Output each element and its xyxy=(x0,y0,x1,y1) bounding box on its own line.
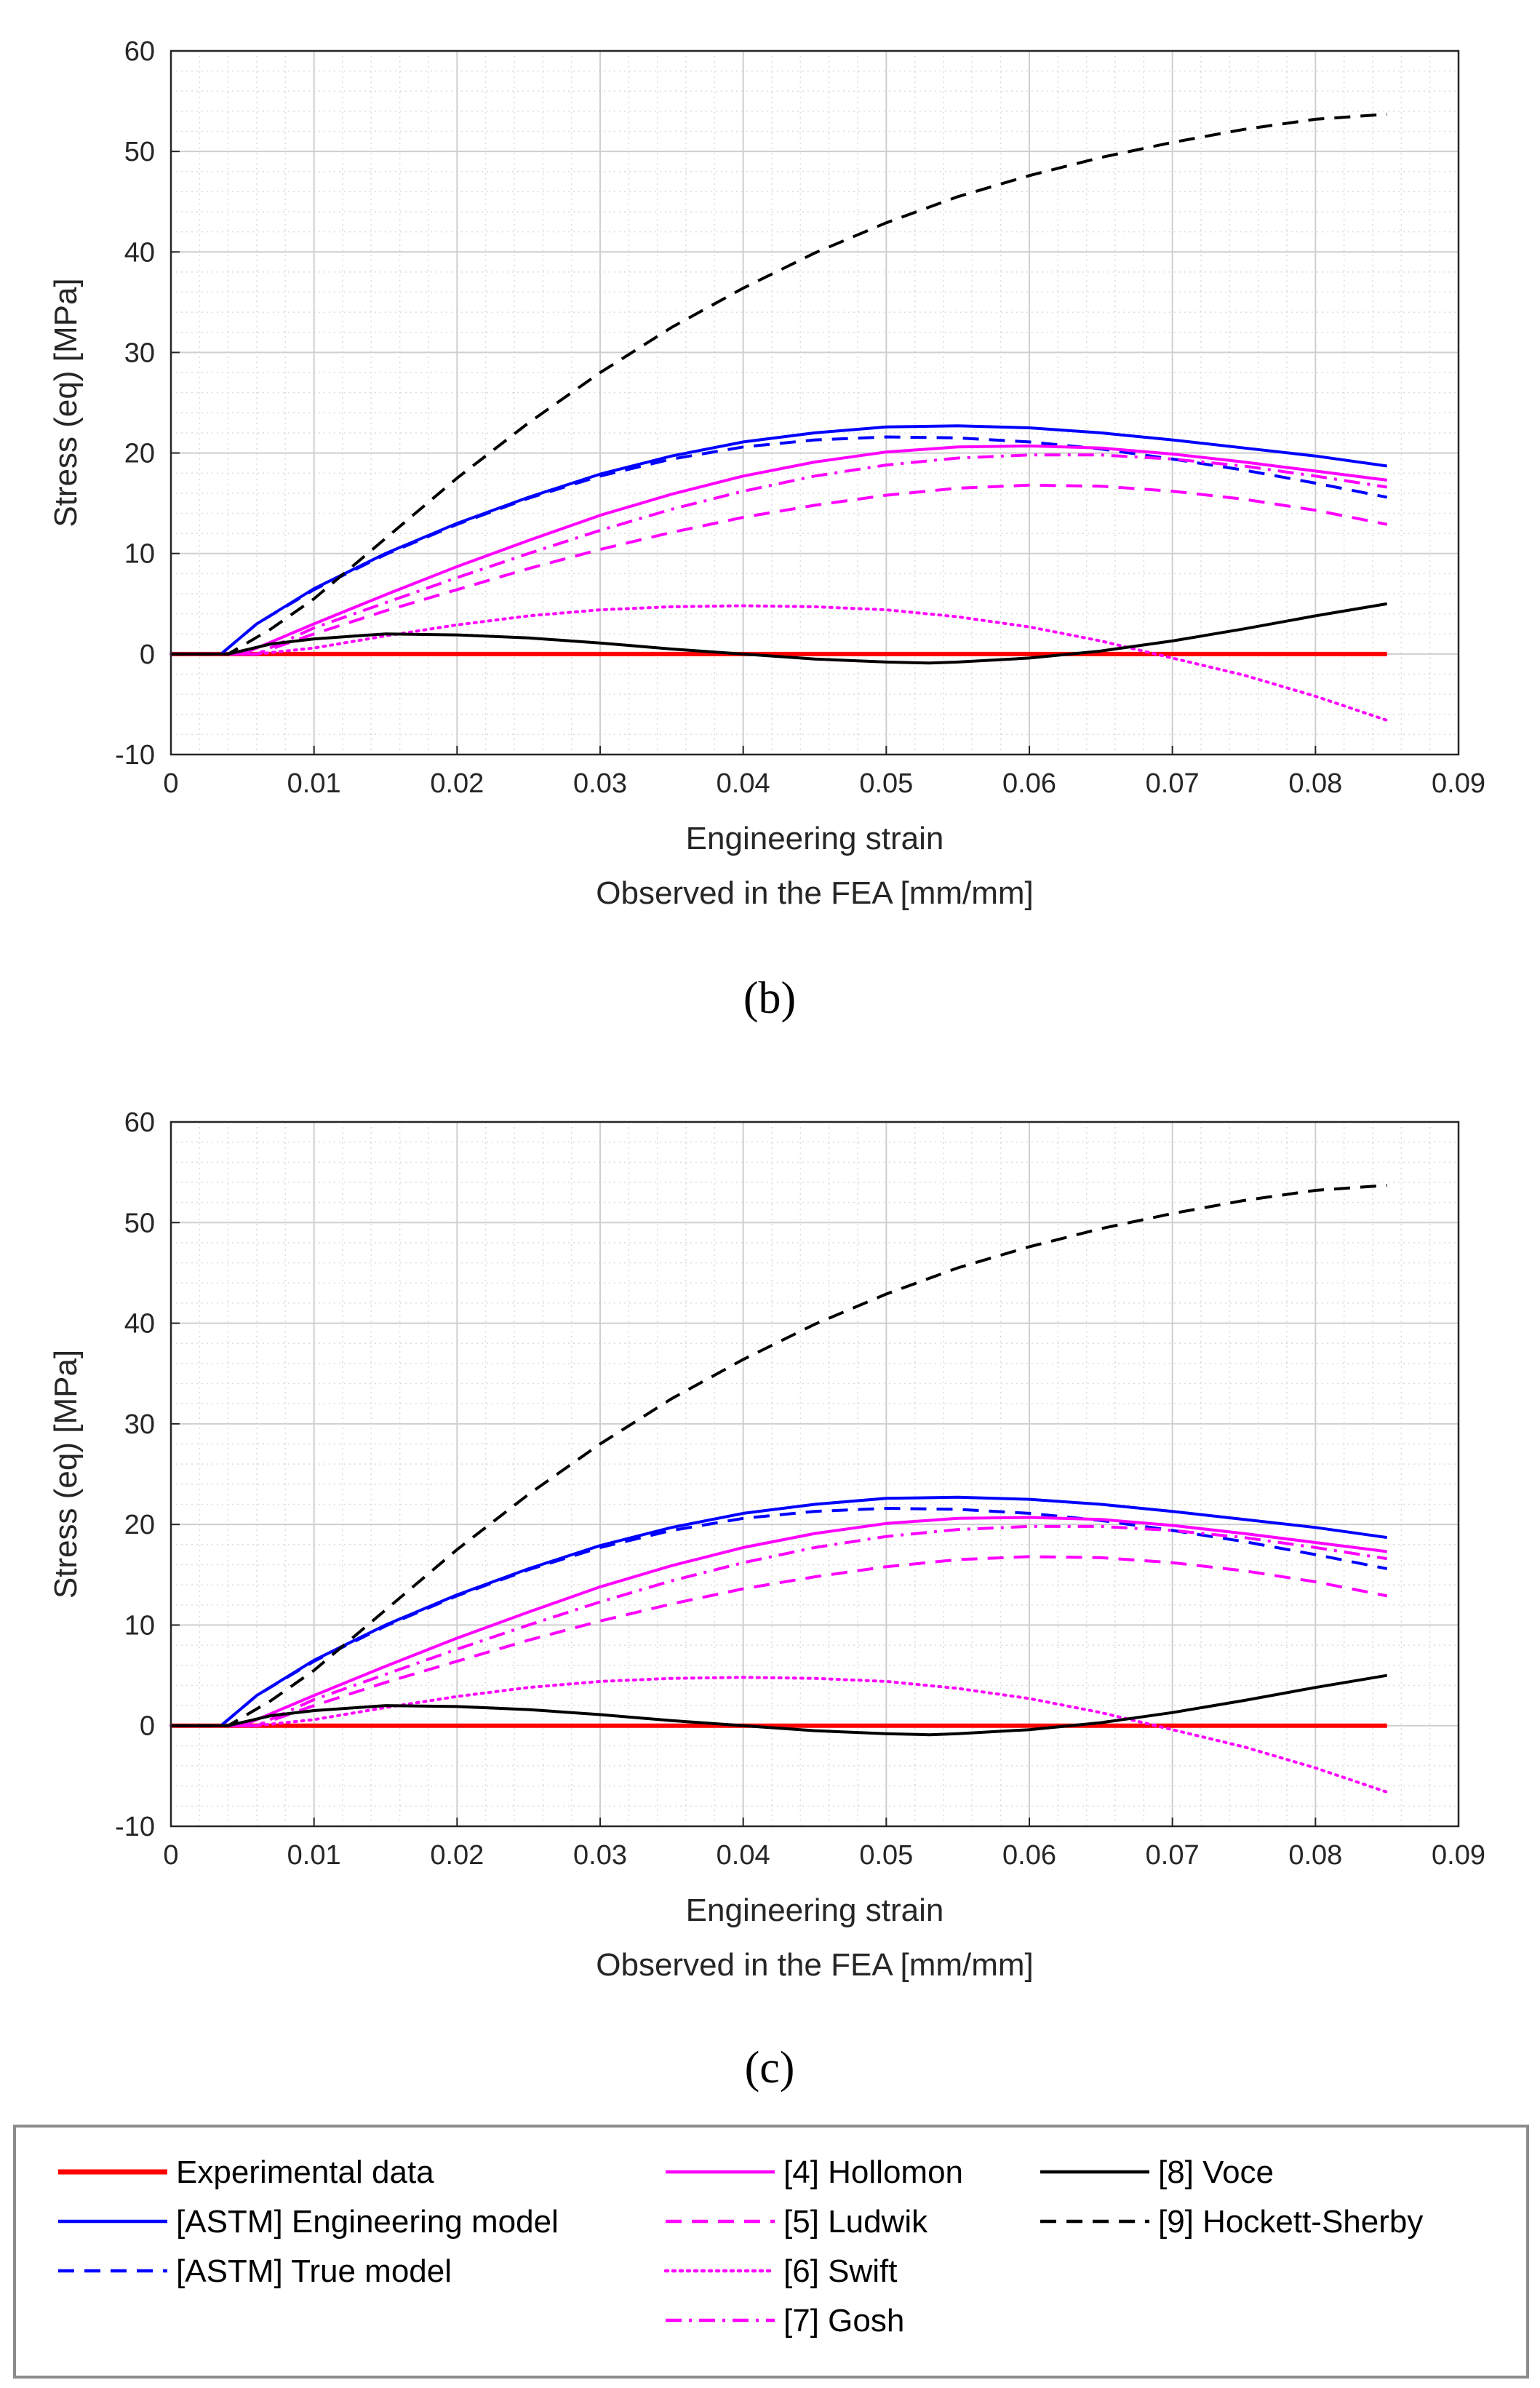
y-tick-label: 20 xyxy=(124,1510,155,1540)
series-line-5-ludwik xyxy=(171,1555,1388,1727)
axes-frame xyxy=(169,1121,1460,1828)
legend-item-8-voce: [8] Voce xyxy=(1040,2154,1274,2190)
y-tick-label: 10 xyxy=(124,1610,155,1641)
y-axis-label: Stress (eq) [MPa] xyxy=(48,278,84,527)
legend-label: [9] Hockett-Sherby xyxy=(1158,2204,1423,2240)
series-line-7-gosh xyxy=(171,1524,1388,1727)
x-tick-label: 0.02 xyxy=(430,768,484,799)
x-tick-label: 0.01 xyxy=(287,768,341,799)
legend-item-6-swift: [6] Swift xyxy=(663,2253,898,2289)
panel-label-c: (c) xyxy=(745,2043,795,2093)
x-tick-label: 0.05 xyxy=(859,768,913,799)
series-line-4-hollomon xyxy=(171,444,1387,656)
plot-area xyxy=(171,1122,1459,1826)
series-line-6-swift xyxy=(169,604,1389,722)
x-tick-label: 0.08 xyxy=(1288,768,1342,799)
axes-frame xyxy=(169,49,1460,756)
y-tick-label: 60 xyxy=(124,1107,155,1138)
y-tick-label: 50 xyxy=(124,137,155,167)
x-tick-label: 0.06 xyxy=(1002,1840,1056,1871)
y-tick-label: -10 xyxy=(115,1812,155,1842)
x-tick-label: 0.03 xyxy=(573,1840,627,1871)
y-tick-label: 60 xyxy=(124,36,155,67)
legend-label: Experimental data xyxy=(176,2154,434,2190)
legend-label: [ASTM] Engineering model xyxy=(176,2204,559,2240)
y-tick-label: 50 xyxy=(124,1208,155,1238)
y-axis-label: Stress (eq) [MPa] xyxy=(48,1350,84,1599)
series-line-4-hollomon xyxy=(171,1516,1387,1727)
y-tick-label: 0 xyxy=(140,1711,155,1742)
x-tick-label: 0.07 xyxy=(1146,768,1200,799)
legend-label: [7] Gosh xyxy=(783,2303,904,2339)
legend-item-5-ludwik: [5] Ludwik xyxy=(666,2204,928,2240)
panel-label-b: (b) xyxy=(743,974,796,1023)
series-group xyxy=(169,113,1389,722)
x-tick-label: 0.01 xyxy=(287,1840,341,1871)
legend-label: [6] Swift xyxy=(783,2253,898,2289)
x-tick-label: 0.07 xyxy=(1146,1840,1200,1871)
plot-area xyxy=(171,51,1459,755)
legend-item-7-gosh: [7] Gosh xyxy=(666,2303,904,2339)
y-tick-label: 40 xyxy=(124,237,155,268)
series-line-9-hockett-sherby xyxy=(171,1184,1387,1727)
x-tick-label: 0.04 xyxy=(717,1840,770,1871)
y-tick-label: -10 xyxy=(115,740,155,771)
series-group xyxy=(169,1184,1389,1794)
series-line-astm-true-model xyxy=(171,1507,1388,1727)
y-tick-label: 30 xyxy=(124,1409,155,1440)
legend-label: [4] Hollomon xyxy=(783,2154,963,2190)
series-line-8-voce xyxy=(171,602,1388,665)
x-tick-label: 0.02 xyxy=(430,1840,484,1871)
y-tick-label: 40 xyxy=(124,1309,155,1340)
legend-item-9-hockett-sherby: [9] Hockett-Sherby xyxy=(1040,2204,1423,2240)
series-line-5-ludwik xyxy=(171,483,1388,656)
x-tick-label: 0.05 xyxy=(859,1840,913,1871)
chart-panel-c: 0 0.01 0.02 0.03 0.04 0.05 0.06 0.07 0.08 0.09 -10… xyxy=(48,1107,1485,1983)
legend-item-astm-true-model: [ASTM] True model xyxy=(58,2253,452,2289)
legend-label: [ASTM] True model xyxy=(176,2253,452,2289)
series-line-astm-true-model xyxy=(171,435,1388,656)
legend-item-4-hollomon: [4] Hollomon xyxy=(666,2154,963,2190)
y-tick-label: 0 xyxy=(140,640,155,670)
x-tick-label: 0 xyxy=(163,1840,178,1871)
y-tick-label: 30 xyxy=(124,338,155,368)
chart-panel-b: 0 0.01 0.02 0.03 0.04 0.05 0.06 0.07 0.08 0.09 -10… xyxy=(48,36,1485,911)
legend-item-astm-engineering-model: [ASTM] Engineering model xyxy=(58,2204,559,2240)
x-axis-label: Engineering strain xyxy=(686,821,944,856)
x-tick-label: 0.03 xyxy=(573,768,627,799)
series-line-6-swift xyxy=(169,1676,1389,1794)
legend-label: [8] Voce xyxy=(1158,2154,1274,2190)
legend-box xyxy=(13,2125,1529,2379)
x-tick-label: 0.04 xyxy=(717,768,770,799)
legend-label: [5] Ludwik xyxy=(783,2204,928,2240)
x-axis-sublabel: Observed in the FEA [mm/mm] xyxy=(596,1947,1034,1983)
x-tick-label: 0.09 xyxy=(1432,768,1485,799)
series-line-7-gosh xyxy=(171,453,1388,656)
x-tick-label: 0.06 xyxy=(1002,768,1056,799)
x-tick-label: 0 xyxy=(163,768,178,799)
y-tick-label: 20 xyxy=(124,439,155,469)
x-tick-label: 0.08 xyxy=(1288,1840,1342,1871)
x-axis-sublabel: Observed in the FEA [mm/mm] xyxy=(596,875,1034,911)
series-line-9-hockett-sherby xyxy=(171,113,1387,656)
legend-item-experimental-data: Experimental data xyxy=(58,2154,434,2190)
x-tick-label: 0.09 xyxy=(1432,1840,1485,1871)
x-axis-label: Engineering strain xyxy=(686,1893,944,1928)
legend: Experimental data [ASTM] Engineering mode… xyxy=(13,2125,1529,2379)
y-tick-label: 10 xyxy=(124,539,155,570)
series-line-8-voce xyxy=(171,1673,1388,1737)
